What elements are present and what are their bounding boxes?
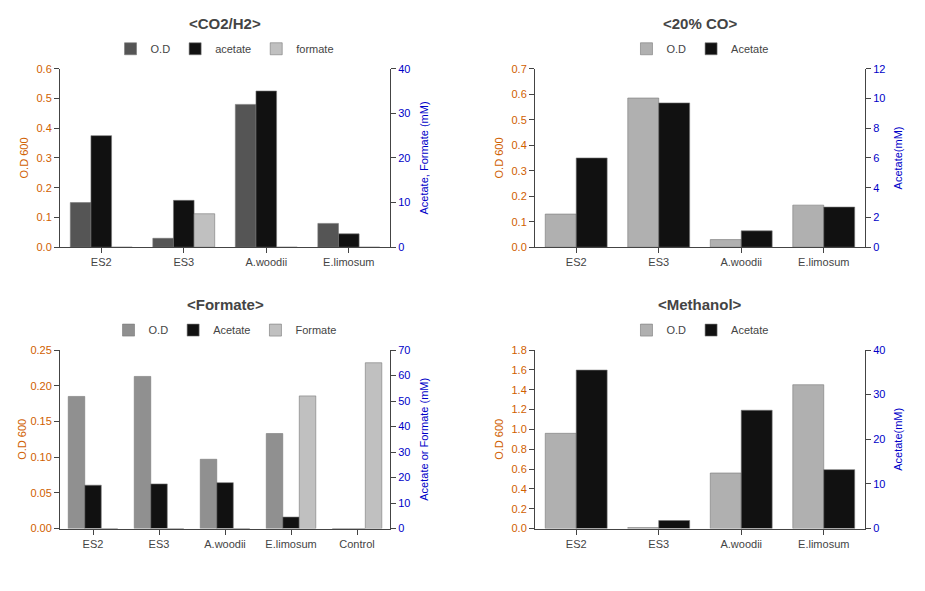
- svg-text:ES3: ES3: [173, 256, 194, 268]
- svg-text:0.1: 0.1: [511, 216, 526, 228]
- svg-text:<20% CO>: <20% CO>: [663, 15, 737, 32]
- svg-text:0.6: 0.6: [37, 63, 52, 75]
- svg-text:O.D 600: O.D 600: [493, 419, 505, 460]
- svg-text:50: 50: [398, 395, 410, 407]
- svg-text:0.4: 0.4: [511, 139, 526, 151]
- svg-text:1.2: 1.2: [511, 403, 526, 415]
- svg-text:1.0: 1.0: [511, 423, 526, 435]
- svg-text:0.0: 0.0: [511, 241, 526, 253]
- svg-text:Acetate or Formate (mM): Acetate or Formate (mM): [418, 378, 430, 501]
- svg-text:0.6: 0.6: [511, 463, 526, 475]
- svg-text:Acetate: Acetate: [213, 324, 250, 336]
- svg-text:O.D: O.D: [149, 324, 169, 336]
- svg-text:ES3: ES3: [149, 538, 170, 550]
- svg-text:E.limosum: E.limosum: [798, 256, 849, 268]
- svg-text:0.8: 0.8: [511, 443, 526, 455]
- svg-text:ES2: ES2: [566, 538, 587, 550]
- svg-text:0: 0: [873, 522, 879, 534]
- svg-text:Formate: Formate: [295, 324, 336, 336]
- svg-text:<Formate>: <Formate>: [187, 296, 264, 313]
- svg-text:8: 8: [873, 122, 879, 134]
- svg-text:Acetate(mM): Acetate(mM): [893, 408, 905, 471]
- svg-text:70: 70: [398, 344, 410, 356]
- svg-text:O.D 600: O.D 600: [493, 137, 505, 178]
- svg-text:0.10: 0.10: [30, 451, 51, 463]
- svg-text:0.2: 0.2: [511, 503, 526, 515]
- svg-text:A.woodii: A.woodii: [245, 256, 287, 268]
- svg-text:O.D: O.D: [666, 324, 686, 336]
- svg-text:0: 0: [873, 241, 879, 253]
- svg-text:0.25: 0.25: [30, 344, 51, 356]
- svg-text:O.D: O.D: [151, 43, 171, 55]
- svg-text:2: 2: [873, 211, 879, 223]
- svg-text:0.7: 0.7: [511, 63, 526, 75]
- svg-text:1.8: 1.8: [511, 344, 526, 356]
- svg-text:0.2: 0.2: [511, 190, 526, 202]
- svg-text:0.3: 0.3: [511, 165, 526, 177]
- svg-text:0.6: 0.6: [511, 88, 526, 100]
- svg-text:20: 20: [398, 471, 410, 483]
- svg-text:E.limosum: E.limosum: [323, 256, 374, 268]
- svg-text:0.0: 0.0: [511, 522, 526, 534]
- svg-text:6: 6: [873, 152, 879, 164]
- svg-text:30: 30: [398, 107, 410, 119]
- svg-text:10: 10: [398, 497, 410, 509]
- svg-text:Acetate(mM): Acetate(mM): [893, 126, 905, 189]
- svg-text:10: 10: [873, 478, 885, 490]
- svg-text:0.1: 0.1: [37, 211, 52, 223]
- svg-text:0.0: 0.0: [37, 241, 52, 253]
- svg-text:0.5: 0.5: [37, 92, 52, 104]
- svg-text:40: 40: [873, 344, 885, 356]
- svg-text:20: 20: [873, 433, 885, 445]
- svg-text:0.00: 0.00: [30, 522, 51, 534]
- svg-text:0.15: 0.15: [30, 415, 51, 427]
- svg-text:10: 10: [398, 196, 410, 208]
- svg-text:A.woodii: A.woodii: [720, 256, 762, 268]
- svg-text:acetate: acetate: [215, 43, 251, 55]
- svg-text:0.5: 0.5: [511, 114, 526, 126]
- svg-text:40: 40: [398, 63, 410, 75]
- svg-text:Acetate, Formate (mM): Acetate, Formate (mM): [418, 101, 430, 214]
- svg-text:O.D 600: O.D 600: [16, 419, 28, 460]
- svg-text:Acetate: Acetate: [731, 324, 768, 336]
- svg-text:E.limosum: E.limosum: [265, 538, 316, 550]
- svg-text:ES2: ES2: [83, 538, 104, 550]
- svg-text:<Methanol>: <Methanol>: [658, 296, 742, 313]
- svg-text:0.4: 0.4: [37, 122, 52, 134]
- svg-text:0.2: 0.2: [37, 182, 52, 194]
- svg-text:ES3: ES3: [648, 256, 669, 268]
- svg-text:A.woodii: A.woodii: [720, 538, 762, 550]
- svg-text:A.woodii: A.woodii: [204, 538, 246, 550]
- svg-text:Acetate: Acetate: [731, 43, 768, 55]
- svg-text:Control: Control: [339, 538, 374, 550]
- svg-text:ES3: ES3: [648, 538, 669, 550]
- svg-text:0.4: 0.4: [511, 483, 526, 495]
- svg-text:<CO2/H2>: <CO2/H2>: [189, 15, 261, 32]
- svg-text:formate: formate: [296, 43, 333, 55]
- svg-text:40: 40: [398, 420, 410, 432]
- svg-text:12: 12: [873, 63, 885, 75]
- svg-text:O.D 600: O.D 600: [18, 137, 30, 178]
- svg-text:20: 20: [398, 152, 410, 164]
- svg-text:O.D: O.D: [666, 43, 686, 55]
- svg-text:60: 60: [398, 369, 410, 381]
- svg-text:0.3: 0.3: [37, 152, 52, 164]
- svg-text:30: 30: [873, 388, 885, 400]
- svg-text:ES2: ES2: [91, 256, 112, 268]
- svg-text:0: 0: [398, 241, 404, 253]
- svg-text:1.4: 1.4: [511, 384, 526, 396]
- svg-text:30: 30: [398, 446, 410, 458]
- svg-text:10: 10: [873, 92, 885, 104]
- svg-text:ES2: ES2: [566, 256, 587, 268]
- svg-text:0.20: 0.20: [30, 380, 51, 392]
- svg-text:0: 0: [398, 522, 404, 534]
- svg-text:E.limosum: E.limosum: [798, 538, 849, 550]
- svg-text:4: 4: [873, 182, 879, 194]
- svg-text:1.6: 1.6: [511, 364, 526, 376]
- svg-text:0.05: 0.05: [30, 487, 51, 499]
